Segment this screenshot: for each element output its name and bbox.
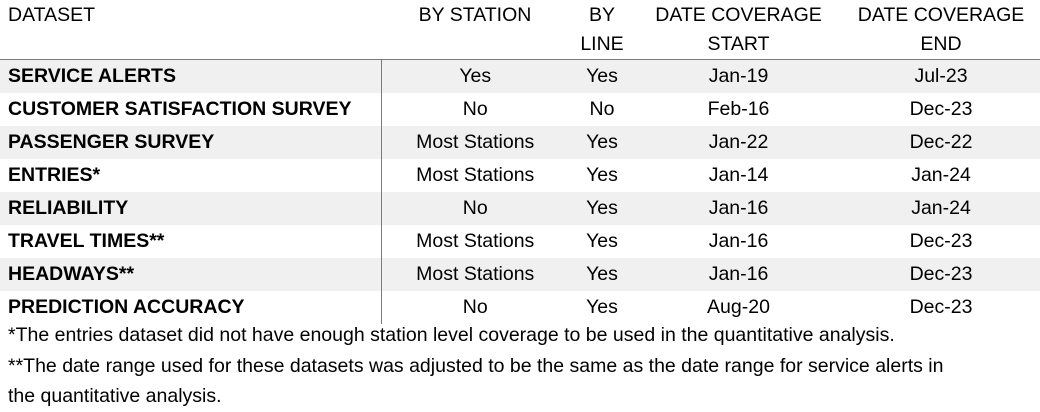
- cell-by-line: Yes: [586, 295, 618, 318]
- cell-end: Jan-24: [911, 196, 971, 219]
- cell-by-station: Most Stations: [416, 262, 535, 285]
- cell-by-line: Yes: [586, 196, 618, 219]
- cell-end: Dec-23: [909, 262, 973, 285]
- cell-by-station: Most Stations: [416, 130, 535, 153]
- cell-by-station: No: [462, 295, 488, 318]
- table-row: CUSTOMER SATISFACTION SURVEY No No Feb-1…: [0, 92, 1040, 126]
- cell-dataset: SERVICE ALERTS: [0, 59, 382, 93]
- cell-by-line: No: [589, 97, 615, 120]
- cell-dataset: PREDICTION ACCURACY: [0, 290, 382, 324]
- header-dataset: DATASET: [8, 4, 96, 26]
- table-row: RELIABILITY No Yes Jan-16 Jan-24: [0, 191, 1040, 225]
- header-date-coverage-start: DATE COVERAGE START: [655, 4, 822, 55]
- footnote-date-range: **The date range used for these datasets…: [8, 354, 944, 408]
- cell-by-station: Most Stations: [416, 163, 535, 186]
- cell-dataset: PASSENGER SURVEY: [0, 125, 382, 159]
- cell-dataset: RELIABILITY: [0, 191, 382, 225]
- cell-start: Feb-16: [707, 97, 770, 120]
- table-row: ENTRIES* Most Stations Yes Jan-14 Jan-24: [0, 158, 1040, 192]
- table-row: PREDICTION ACCURACY No Yes Aug-20 Dec-23: [0, 290, 1040, 324]
- cell-start: Jan-14: [708, 163, 769, 186]
- table-footnotes: *The entries dataset did not have enough…: [8, 320, 1028, 412]
- cell-dataset: CUSTOMER SATISFACTION SURVEY: [0, 92, 382, 126]
- cell-by-line: Yes: [586, 229, 618, 252]
- cell-dataset: ENTRIES*: [0, 158, 382, 192]
- cell-start: Jan-22: [708, 130, 769, 153]
- cell-by-station: No: [462, 196, 488, 219]
- cell-by-line: Yes: [586, 163, 618, 186]
- header-by-line: BY LINE: [580, 4, 624, 55]
- table-row: TRAVEL TIMES** Most Stations Yes Jan-16 …: [0, 224, 1040, 258]
- cell-end: Jul-23: [842, 59, 1040, 93]
- cell-dataset: HEADWAYS**: [0, 257, 382, 291]
- table-row: HEADWAYS** Most Stations Yes Jan-16 Dec-…: [0, 257, 1040, 291]
- cell-end: Dec-23: [909, 295, 973, 318]
- cell-by-station: No: [462, 97, 488, 120]
- cell-by-line: Yes: [586, 130, 618, 153]
- cell-by-station: Yes: [381, 59, 569, 93]
- dataset-table: DATASET BY STATION BY LINE DATE COVERAGE S…: [0, 0, 1040, 324]
- table-row: PASSENGER SURVEY Most Stations Yes Jan-2…: [0, 125, 1040, 159]
- cell-start: Jan-16: [708, 262, 769, 285]
- cell-by-station: Most Stations: [416, 229, 535, 252]
- header-by-station: BY STATION: [418, 4, 532, 26]
- header-date-coverage-end: DATE COVERAGE END: [857, 4, 1025, 55]
- cell-start: Aug-20: [707, 295, 770, 318]
- footnote-entries: *The entries dataset did not have enough…: [8, 324, 895, 346]
- cell-dataset: TRAVEL TIMES**: [0, 224, 382, 258]
- cell-end: Dec-23: [909, 229, 973, 252]
- cell-start: Jan-16: [708, 196, 769, 219]
- cell-by-line: Yes: [586, 262, 618, 285]
- cell-start: Jan-16: [708, 229, 769, 252]
- cell-end: Dec-23: [909, 97, 973, 120]
- cell-end: Jan-24: [911, 163, 971, 186]
- cell-by-line: Yes: [569, 59, 635, 93]
- table-row: SERVICE ALERTS Yes Yes Jan-19 Jul-23: [0, 59, 1040, 93]
- cell-start: Jan-19: [635, 59, 842, 93]
- cell-end: Dec-22: [909, 130, 973, 153]
- table-header-row: DATASET BY STATION BY LINE DATE COVERAGE S…: [0, 0, 1040, 60]
